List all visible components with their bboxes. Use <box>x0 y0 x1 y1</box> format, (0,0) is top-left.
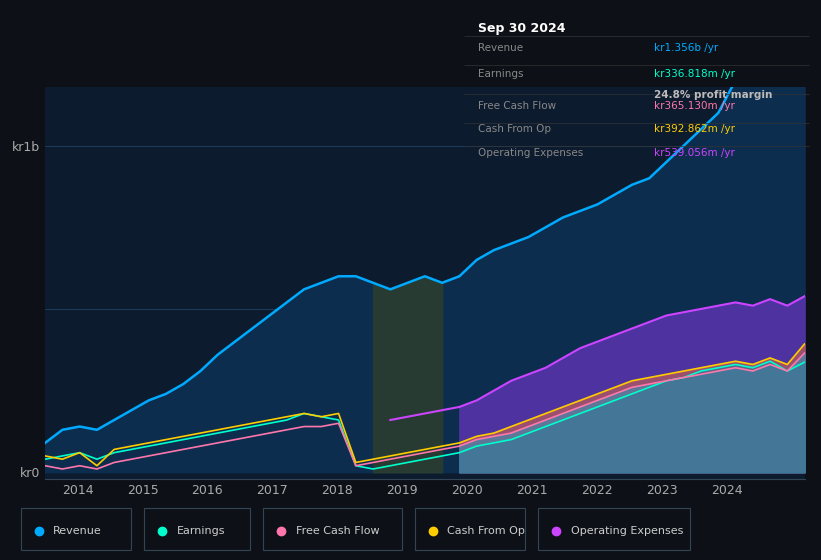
Text: Revenue: Revenue <box>478 43 523 53</box>
Text: kr365.130m /yr: kr365.130m /yr <box>654 101 735 110</box>
Text: Cash From Op: Cash From Op <box>447 526 525 536</box>
Text: Sep 30 2024: Sep 30 2024 <box>478 22 565 35</box>
Text: 24.8% profit margin: 24.8% profit margin <box>654 90 772 100</box>
Text: Operating Expenses: Operating Expenses <box>478 148 583 157</box>
Text: Cash From Op: Cash From Op <box>478 124 551 134</box>
Text: Earnings: Earnings <box>177 526 225 536</box>
Text: Free Cash Flow: Free Cash Flow <box>478 101 556 110</box>
Text: kr336.818m /yr: kr336.818m /yr <box>654 69 735 79</box>
Text: kr392.862m /yr: kr392.862m /yr <box>654 124 735 134</box>
Text: kr539.056m /yr: kr539.056m /yr <box>654 148 735 157</box>
Text: Free Cash Flow: Free Cash Flow <box>296 526 379 536</box>
Text: Earnings: Earnings <box>478 69 523 79</box>
Text: kr1.356b /yr: kr1.356b /yr <box>654 43 718 53</box>
Text: Revenue: Revenue <box>53 526 102 536</box>
Text: Operating Expenses: Operating Expenses <box>571 526 683 536</box>
